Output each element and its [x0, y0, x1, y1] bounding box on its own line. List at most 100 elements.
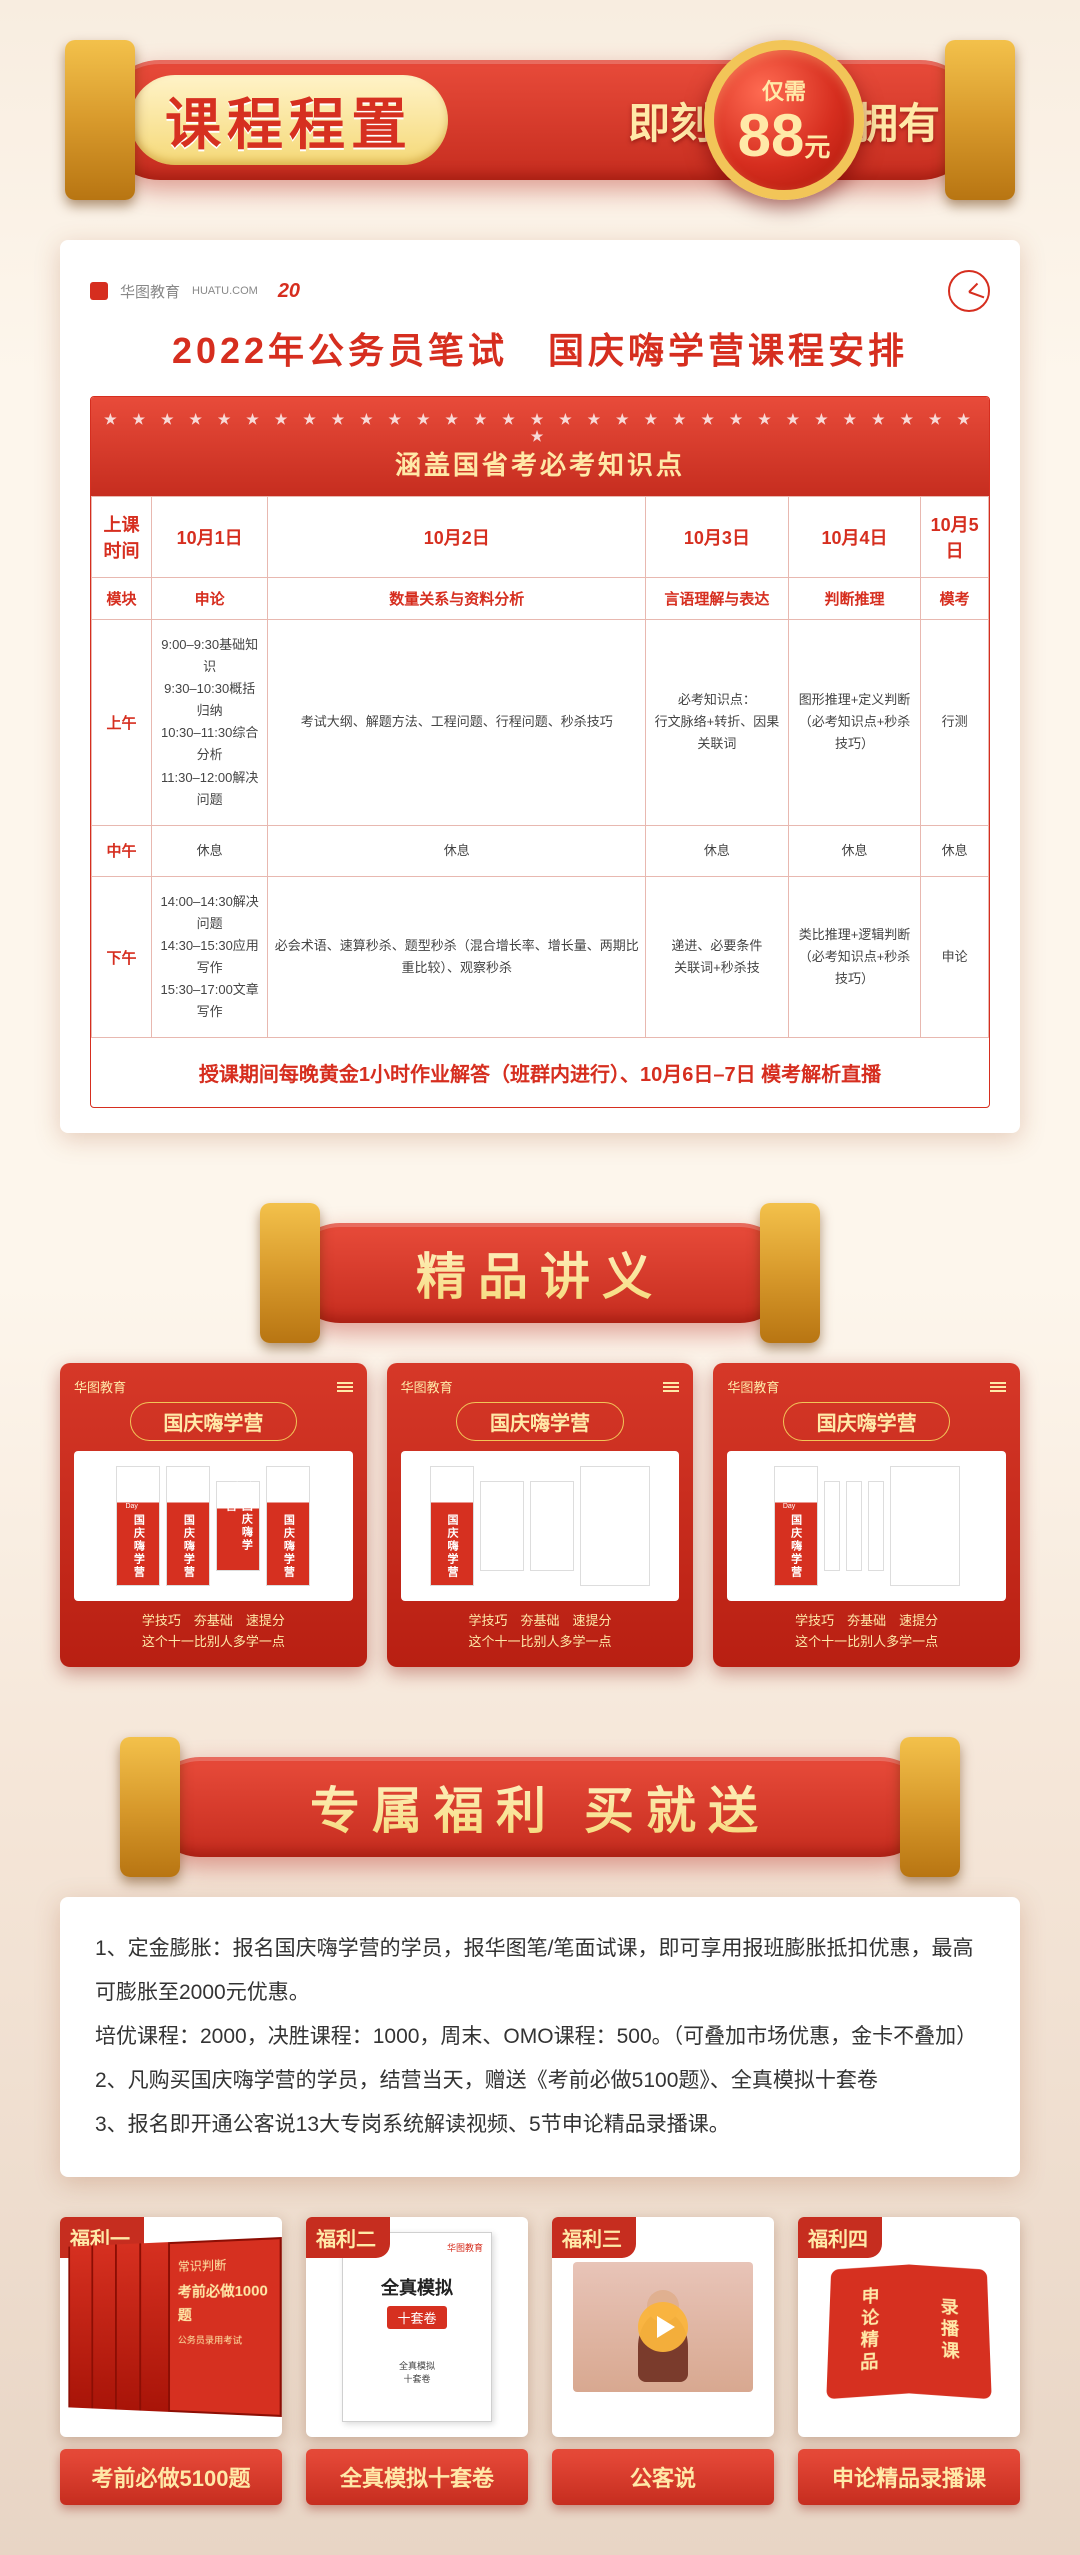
perk-1-label: 考前必做5100题: [60, 2449, 282, 2505]
perk-3-tag: 福利三: [552, 2217, 636, 2258]
mini-book: [480, 1481, 524, 1571]
perk-3-video: [573, 2262, 753, 2392]
mini-book: National Day国庆嗨学营: [216, 1481, 260, 1571]
schedule-card: 华图教育 HUATU.COM 20 2022年公务员笔试 国庆嗨学营课程安排 ★…: [60, 240, 1020, 1133]
slogan-2: 这个十一比别人多学一点: [401, 1632, 680, 1653]
table-am-row: 上午 9:00–9:30基础知识 9:30–10:30概括归纳 10:30–11…: [92, 620, 989, 826]
head-label: 上课 时间: [92, 497, 152, 578]
schedule-table-wrap: ★ ★ ★ ★ ★ ★ ★ ★ ★ ★ ★ ★ ★ ★ ★ ★ ★ ★ ★ ★ …: [90, 396, 990, 1108]
book-card-footer: 学技巧 夯基础 速提分 这个十一比别人多学一点: [74, 1611, 353, 1653]
nat-label: National Day: [225, 1482, 251, 1496]
date-0: 10月1日: [152, 497, 268, 578]
perk-4-label: 申论精品录播课: [798, 2449, 1020, 2505]
mini-book: [890, 1466, 960, 1586]
price-right: 拥有: [856, 90, 940, 151]
perk-2-tag: 福利二: [306, 2217, 390, 2258]
perk-3-label: 公客说: [552, 2449, 774, 2505]
book-card-title: 国庆嗨学营: [456, 1402, 623, 1441]
book-vis-3: National Day国庆嗨学营: [727, 1451, 1006, 1601]
sheet-badge: 十套卷: [387, 2306, 446, 2329]
nat-label: National Day: [125, 1496, 151, 1510]
mini-book: [580, 1466, 650, 1586]
hero-scroll: 课程程置 即刻 仅需 88元 拥有: [100, 60, 980, 180]
cover-l2: 考前必做1000题: [178, 2279, 271, 2326]
slogan-2: 这个十一比别人多学一点: [74, 1632, 353, 1653]
mini-book: 国庆嗨学营: [166, 1466, 210, 1586]
noon-0: 休息: [152, 825, 268, 876]
price-left: 即刻: [628, 90, 712, 151]
brand-name: 华图教育: [120, 281, 180, 302]
book-cover: 常识判断 考前必做1000题 公务员录用考试: [168, 2237, 282, 2417]
perk-2-img: 福利二 华图教育 全真模拟 十套卷 全真模拟 十套卷: [306, 2217, 528, 2437]
table-mod-row: 模块 申论 数量关系与资料分析 言语理解与表达 判断推理 模考: [92, 578, 989, 620]
clock-icon: [948, 270, 990, 312]
mini-book: 国庆嗨学营: [266, 1466, 310, 1586]
perk-4-book: 申论精品 录播课: [827, 2265, 992, 2394]
book-label: 国庆嗨学营: [444, 1514, 460, 1579]
am-0: 9:00–9:30基础知识 9:30–10:30概括归纳 10:30–11:30…: [152, 620, 268, 826]
price-value: 88: [738, 102, 805, 169]
sheet-title: 全真模拟: [351, 2274, 483, 2300]
book-label: 国庆嗨学营: [280, 1514, 296, 1579]
book-vis-1: National Day国庆嗨学营 国庆嗨学营 National Day国庆嗨学…: [74, 1451, 353, 1601]
noon-label: 中午: [92, 825, 152, 876]
perk-1-img: 福利一 常识判断 考前必做1000题 公务员录用考试: [60, 2217, 282, 2437]
cover-l3: 公务员录用考试: [178, 2335, 242, 2346]
stars-top: ★ ★ ★ ★ ★ ★ ★ ★ ★ ★ ★ ★ ★ ★ ★ ★ ★ ★ ★ ★ …: [91, 411, 989, 445]
perk-3-img: 福利三: [552, 2217, 774, 2437]
table-noon-row: 中午 休息 休息 休息 休息 休息: [92, 825, 989, 876]
benefits-title: 专属福利 买就送: [310, 1771, 770, 1843]
date-4: 10月5日: [921, 497, 989, 578]
hero-banner: 课程程置 即刻 仅需 88元 拥有: [0, 0, 1080, 240]
book-card-top: 华图教育: [401, 1377, 680, 1396]
hero-title: 课程程置: [165, 80, 413, 161]
date-3: 10月4日: [788, 497, 921, 578]
pm-0: 14:00–14:30解决问题 14:30–15:30应用写作 15:30–17…: [152, 876, 268, 1038]
brand-logo-icon: [90, 282, 108, 300]
brand-url: HUATU.COM: [192, 285, 258, 297]
perk-row: 福利一 常识判断 考前必做1000题 公务员录用考试 考前必做5100题 福利二…: [0, 2177, 1080, 2555]
brand: 华图教育 HUATU.COM 20: [90, 280, 300, 303]
pm-3: 类比推理+逻辑判断 （必考知识点+秒杀技巧）: [788, 876, 921, 1038]
mini-book: [868, 1481, 884, 1571]
am-3: 图形推理+定义判断 （必考知识点+秒杀技巧）: [788, 620, 921, 826]
perk-1-books: 常识判断 考前必做1000题 公务员录用考试: [72, 2237, 282, 2417]
benefit-line-3: 3、报名即开通公客说13大专岗系统解读视频、5节申论精品录播课。: [95, 2103, 985, 2147]
perk-3: 福利三 公客说: [552, 2217, 774, 2505]
slogan-2: 这个十一比别人多学一点: [727, 1632, 1006, 1653]
mod-3: 判断推理: [788, 578, 921, 620]
book-card-footer: 学技巧 夯基础 速提分 这个十一比别人多学一点: [727, 1611, 1006, 1653]
date-1: 10月2日: [268, 497, 646, 578]
pm-1: 必会术语、速算秒杀、题型秒杀（混合增长率、增长量、两期比重比较）、观察秒杀: [268, 876, 646, 1038]
book-right-page: 录播课: [909, 2265, 992, 2400]
mini-book: [824, 1481, 840, 1571]
perk-4: 福利四 申论精品 录播课 申论精品录播课: [798, 2217, 1020, 2505]
mod-0: 申论: [152, 578, 268, 620]
book-left-page: 申论精品: [826, 2265, 909, 2400]
perk-4-img: 福利四 申论精品 录播课: [798, 2217, 1020, 2437]
pm-4: 申论: [921, 876, 989, 1038]
am-label: 上午: [92, 620, 152, 826]
slogan-1: 学技巧 夯基础 速提分: [401, 1611, 680, 1632]
book-brand: 华图教育: [727, 1377, 779, 1396]
noon-3: 休息: [788, 825, 921, 876]
perk-2-sheet: 华图教育 全真模拟 十套卷 全真模拟 十套卷: [342, 2232, 492, 2422]
table-pm-row: 下午 14:00–14:30解决问题 14:30–15:30应用写作 15:30…: [92, 876, 989, 1038]
perk-2: 福利二 华图教育 全真模拟 十套卷 全真模拟 十套卷 全真模拟十套卷: [306, 2217, 528, 2505]
book-card-top: 华图教育: [74, 1377, 353, 1396]
schedule-banner-text: 涵盖国省考必考知识点: [395, 450, 685, 480]
book-card-1: 华图教育 国庆嗨学营 National Day国庆嗨学营 国庆嗨学营 Natio…: [60, 1363, 367, 1667]
schedule-banner: ★ ★ ★ ★ ★ ★ ★ ★ ★ ★ ★ ★ ★ ★ ★ ★ ★ ★ ★ ★ …: [91, 397, 989, 496]
book-card-title: 国庆嗨学营: [130, 1402, 297, 1441]
mod-1: 数量关系与资料分析: [268, 578, 646, 620]
book-spine: [139, 2243, 168, 2413]
noon-1: 休息: [268, 825, 646, 876]
book-label: 国庆嗨学营: [130, 1514, 146, 1579]
book-card-2: 华图教育 国庆嗨学营 国庆嗨学营 学技巧 夯基础 速提分 这个十一比别人多学一点: [387, 1363, 694, 1667]
benefit-line-0: 1、定金膨胀：报名国庆嗨学营的学员，报华图笔/笔面试课，即可享用报班膨胀抵扣优惠…: [95, 1927, 985, 2015]
hero-title-box: 课程程置: [130, 75, 448, 165]
book-card-top: 华图教育: [727, 1377, 1006, 1396]
book-card-title: 国庆嗨学营: [783, 1402, 950, 1441]
am-4: 行测: [921, 620, 989, 826]
perk-4-tag: 福利四: [798, 2217, 882, 2258]
